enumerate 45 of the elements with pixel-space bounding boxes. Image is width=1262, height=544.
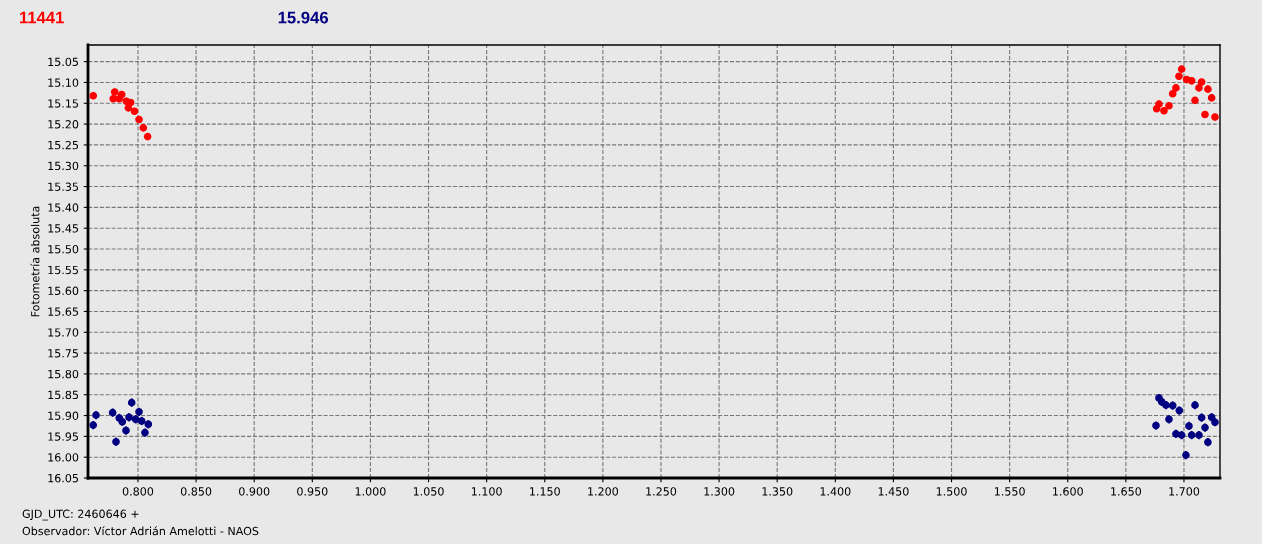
x-tick-label: 0.900	[239, 487, 270, 496]
x-tick-label: 1.050	[413, 487, 444, 496]
y-tick-label: 15.60	[48, 286, 79, 296]
x-tick-label: 0.800	[122, 487, 154, 496]
y-tick-label: 15.95	[48, 432, 78, 441]
y-tick-label: 16.05	[48, 473, 78, 483]
x-tick-label: 0.850	[180, 487, 212, 496]
y-tick-label: 15.65	[48, 307, 78, 316]
x-tick-label: 1.100	[471, 487, 502, 496]
x-tick-label: 1.700	[1169, 487, 1200, 496]
text: 11441	[19, 11, 64, 24]
y-tick-label: 16.00	[48, 453, 79, 462]
x-tick-label: 1.600	[1053, 487, 1083, 496]
y-tick-label: 15.20	[48, 120, 79, 129]
x-tick-label: 1.550	[994, 487, 1025, 496]
y-axis-title: Fotometría absoluta	[30, 206, 40, 317]
x-tick-label: 1.450	[878, 487, 909, 496]
y-tick-label: 15.10	[48, 78, 79, 87]
y-tick-label: 15.25	[48, 140, 78, 150]
text: Observador: Víctor Adrián Amelotti - NAOS	[22, 526, 259, 536]
y-tick-label: 15.05	[48, 57, 78, 67]
x-tick-label: 1.200	[588, 487, 619, 496]
y-tick-label: 15.50	[48, 244, 79, 254]
y-tick-label: 15.55	[48, 265, 78, 275]
x-tick-label: 1.650	[1111, 487, 1142, 496]
y-tick-label: 15.40	[48, 203, 79, 212]
x-tick-label: 1.400	[820, 487, 851, 496]
x-axis-title: GJD_UTC: 2460646 +	[22, 509, 139, 521]
x-tick-label: 1.300	[704, 487, 735, 496]
y-tick-label: 15.70	[48, 328, 79, 337]
y-tick-label: 15.35	[48, 182, 78, 191]
y-tick-label: 15.75	[48, 349, 78, 358]
x-tick-label: 1.250	[646, 487, 677, 496]
y-tick-label: 15.90	[48, 411, 79, 420]
text: 15.946	[278, 11, 329, 24]
x-tick-label: 1.150	[530, 487, 560, 496]
x-tick-label: 1.500	[936, 487, 967, 496]
y-tick-label: 15.15	[48, 99, 78, 108]
y-tick-label: 15.85	[48, 390, 78, 400]
y-tick-label: 15.30	[48, 161, 79, 171]
y-tick-label: 15.80	[48, 369, 79, 379]
x-tick-label: 1.350	[762, 487, 793, 496]
x-tick-label: 0.950	[297, 487, 328, 496]
y-tick-label: 15.45	[48, 224, 78, 233]
x-tick-label: 1.000	[355, 487, 386, 496]
